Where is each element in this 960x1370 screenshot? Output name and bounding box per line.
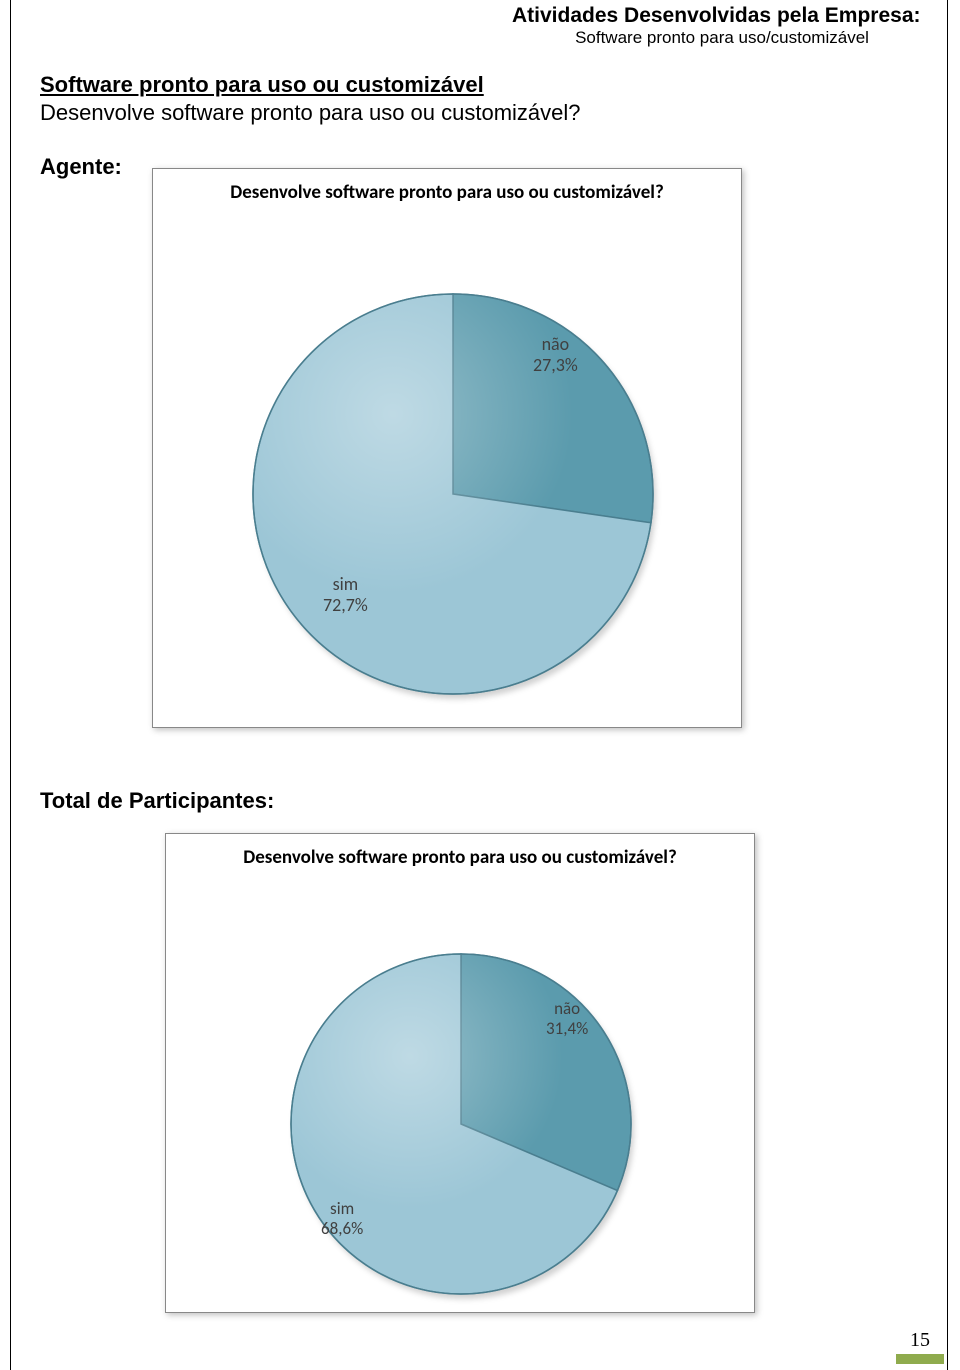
header-title: Atividades Desenvolvidas pela Empresa: xyxy=(512,4,932,28)
chart-total: Desenvolve software pronto para uso ou c… xyxy=(165,833,755,1313)
pie-label-não: não31,4% xyxy=(546,999,588,1038)
section-question: Desenvolve software pronto para uso ou c… xyxy=(40,100,920,126)
pie-label-sim: sim72,7% xyxy=(323,574,368,615)
section-heading: Software pronto para uso ou customizável xyxy=(40,72,920,98)
page-accent xyxy=(896,1354,944,1364)
section-block: Software pronto para uso ou customizável… xyxy=(40,72,920,180)
header-subtitle: Software pronto para uso/customizável xyxy=(512,28,932,48)
chart2-pie-wrap: não31,4% sim68,6% xyxy=(166,869,754,1314)
pie-label-sim: sim68,6% xyxy=(321,1199,363,1238)
chart-agente: Desenvolve software pronto para uso ou c… xyxy=(152,168,742,728)
pie-slice-não xyxy=(453,294,653,523)
pie-label-não: não27,3% xyxy=(533,334,578,375)
chart1-pie-wrap: não27,3% sim72,7% xyxy=(153,204,741,729)
chart2-pie xyxy=(166,869,756,1309)
page-number: 15 xyxy=(896,1329,944,1352)
chart1-pie xyxy=(153,204,743,724)
page-number-block: 15 xyxy=(896,1329,944,1364)
header-block: Atividades Desenvolvidas pela Empresa: S… xyxy=(512,4,932,48)
total-participantes-label: Total de Participantes: xyxy=(40,788,274,814)
chart1-title: Desenvolve software pronto para uso ou c… xyxy=(153,169,741,204)
chart2-title: Desenvolve software pronto para uso ou c… xyxy=(166,834,754,869)
